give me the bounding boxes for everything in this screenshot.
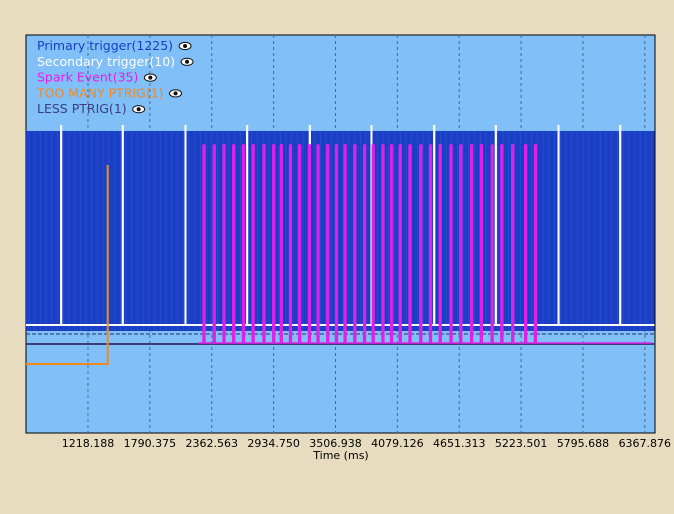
x-tick-label: 1790.375 [124,437,177,450]
legend-entry-label: Spark Event(35) [37,70,138,85]
x-tick-label: 4651.313 [433,437,486,450]
legend-entry-label: LESS PTRIG(1) [37,101,127,116]
primary-trigger-band [26,131,655,331]
spark-event-series [198,144,652,344]
x-tick-label: 5223.501 [495,437,548,450]
legend-entry-label: TOO MANY PTRIG(1) [36,85,164,100]
eye-icon[interactable] [180,57,194,66]
x-axis-ticks: 1218.188 1790.375 2362.563 2934.750 3506.938… [62,437,671,450]
x-tick-label: 2934.750 [247,437,300,450]
legend: Primary trigger(1225)Secondary trigger(1… [36,38,194,116]
x-tick-label: 4079.126 [371,437,424,450]
x-tick-label: 5795.688 [557,437,610,450]
x-tick-label: 2362.563 [185,437,238,450]
legend-entry-label: Primary trigger(1225) [37,38,173,53]
eye-icon[interactable] [169,89,183,98]
x-tick-label: 3506.938 [309,437,362,450]
x-tick-label: 1218.188 [62,437,115,450]
x-axis-label: Time (ms) [312,449,368,462]
too-many-ptrig-series [26,165,109,365]
secondary-trigger-series [26,125,655,326]
legend-entry-label: Secondary trigger(10) [37,54,175,69]
x-tick-label: 6367.876 [619,437,672,450]
eye-icon[interactable] [178,41,192,51]
too-many-ptrig-line [26,165,109,365]
eye-icon[interactable] [132,105,146,114]
primary-trigger-series [26,131,655,335]
eye-icon[interactable] [143,73,157,82]
